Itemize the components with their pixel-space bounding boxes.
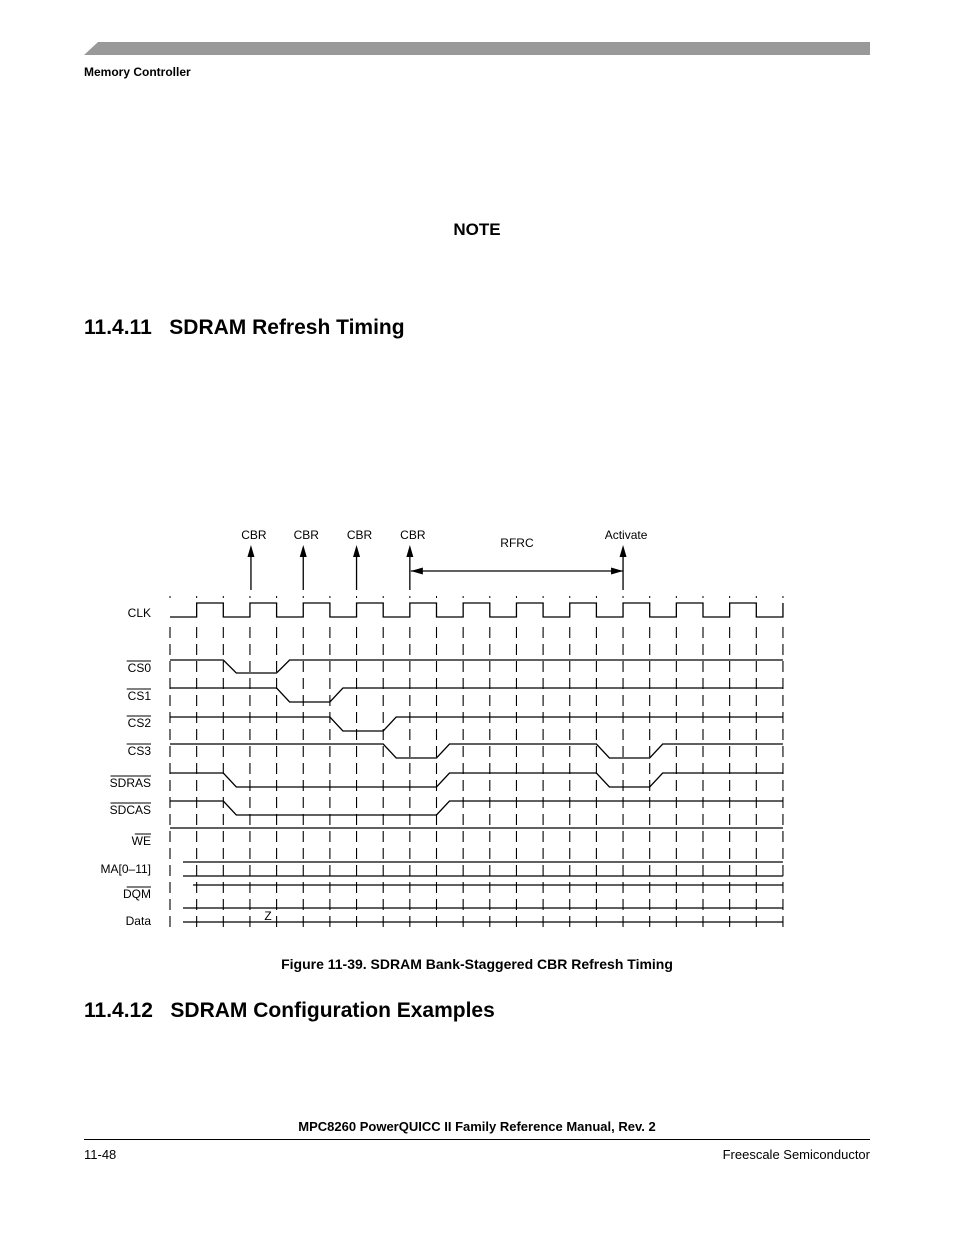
arrow-head-icon <box>299 545 307 557</box>
signal-label: CLK <box>128 606 151 620</box>
signal-label: SDRAS <box>110 776 151 790</box>
signal-label: CS2 <box>128 716 152 730</box>
arrow-head-icon <box>406 545 414 557</box>
section-heading: 11.4.12 SDRAM Configuration Examples <box>84 999 495 1023</box>
signal-label: CS0 <box>128 661 152 675</box>
footer-rule <box>84 1139 870 1140</box>
signal-label: DQM <box>123 887 151 901</box>
signal-waveform <box>170 743 783 759</box>
section-title: SDRAM Configuration Examples <box>170 999 495 1022</box>
annotation-label: CBR <box>347 528 373 542</box>
page-number: 11-48 <box>84 1147 117 1162</box>
bus-value-label: Z <box>264 909 271 923</box>
signal-label: Data <box>126 914 152 928</box>
signal-label: MA[0–11] <box>101 862 151 876</box>
section-title: SDRAM Refresh Timing <box>169 316 405 339</box>
interval-label: RFRC <box>500 536 534 550</box>
signal-waveform <box>170 716 783 732</box>
signal-label: WE <box>132 834 151 848</box>
arrow-right-icon <box>611 567 624 575</box>
signal-waveform <box>170 800 783 816</box>
arrow-left-icon <box>410 567 423 575</box>
signal-waveform <box>170 687 783 703</box>
annotation-label: Activate <box>605 528 648 542</box>
arrow-head-icon <box>619 545 627 557</box>
clock-waveform <box>170 602 784 618</box>
signal-label: SDCAS <box>110 803 151 817</box>
section-number: 11.4.11 <box>84 316 152 339</box>
footer-title: MPC8260 PowerQUICC II Family Reference M… <box>298 1119 656 1134</box>
header-bar <box>84 42 870 55</box>
section-number: 11.4.12 <box>84 999 153 1022</box>
running-head: Memory Controller <box>84 65 191 79</box>
signal-label: CS3 <box>128 744 152 758</box>
section-heading: 11.4.11 SDRAM Refresh Timing <box>84 316 405 340</box>
signal-waveform <box>170 659 783 674</box>
annotation-label: CBR <box>400 528 426 542</box>
signal-label: CS1 <box>128 689 152 703</box>
arrow-head-icon <box>353 545 361 557</box>
annotation-label: CBR <box>241 528 267 542</box>
arrow-head-icon <box>247 545 255 557</box>
company-name: Freescale Semiconductor <box>722 1147 870 1162</box>
figure-caption: Figure 11-39. SDRAM Bank-Staggered CBR R… <box>281 956 673 972</box>
annotation-label: CBR <box>294 528 320 542</box>
signal-waveform <box>170 772 783 788</box>
note-title: NOTE <box>453 220 501 239</box>
